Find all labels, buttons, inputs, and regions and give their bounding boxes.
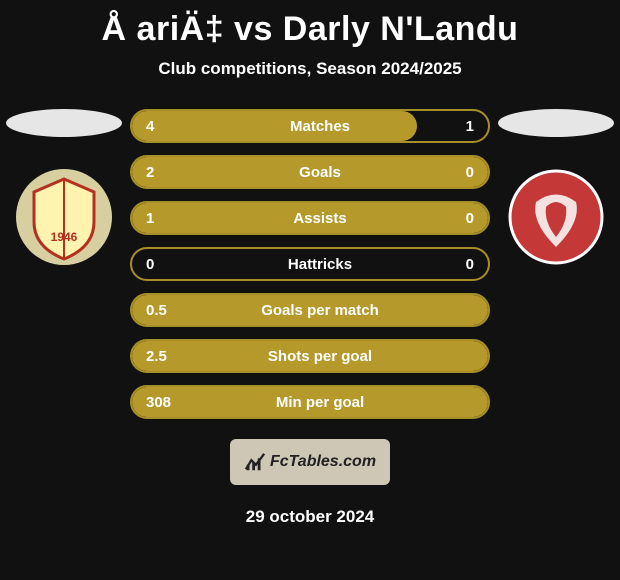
stat-rows: 4Matches12Goals01Assists00Hattricks00.5G… — [124, 109, 496, 419]
stat-right-value: 0 — [424, 164, 488, 181]
columns: 1946 4Matches12Goals01Assists00Hattricks… — [0, 109, 620, 419]
stat-label: Matches — [216, 118, 424, 135]
chart-icon — [244, 451, 266, 473]
right-column — [496, 109, 616, 267]
stat-right-value: 0 — [424, 256, 488, 273]
page-title: Å ariÄ‡ vs Darly N'Landu — [0, 10, 620, 49]
stat-left-value: 1 — [132, 210, 216, 227]
stat-row: 4Matches1 — [130, 109, 490, 143]
right-ellipse — [498, 109, 614, 137]
stat-left-value: 0.5 — [132, 302, 216, 319]
stat-label: Min per goal — [216, 394, 424, 411]
stat-left-value: 0 — [132, 256, 216, 273]
left-ellipse — [6, 109, 122, 137]
stat-label: Hattricks — [216, 256, 424, 273]
stat-left-value: 2.5 — [132, 348, 216, 365]
comparison-card: Å ariÄ‡ vs Darly N'Landu Club competitio… — [0, 10, 620, 580]
fctables-label: FcTables.com — [270, 453, 376, 471]
stat-label: Goals — [216, 164, 424, 181]
footer-date: 29 october 2024 — [0, 507, 620, 527]
stat-left-value: 4 — [132, 118, 216, 135]
stat-row: 0.5Goals per match — [130, 293, 490, 327]
stat-row: 2Goals0 — [130, 155, 490, 189]
stat-row: 0Hattricks0 — [130, 247, 490, 281]
stat-label: Shots per goal — [216, 348, 424, 365]
stat-left-value: 2 — [132, 164, 216, 181]
stat-right-value: 0 — [424, 210, 488, 227]
fctables-badge[interactable]: FcTables.com — [230, 439, 390, 485]
stat-left-value: 308 — [132, 394, 216, 411]
stat-right-value: 1 — [424, 118, 488, 135]
svg-text:1946: 1946 — [51, 230, 78, 244]
stat-label: Goals per match — [216, 302, 424, 319]
stat-row: 2.5Shots per goal — [130, 339, 490, 373]
stat-row: 1Assists0 — [130, 201, 490, 235]
radnicki-badge-icon — [506, 167, 606, 267]
left-column: 1946 — [4, 109, 124, 267]
stat-label: Assists — [216, 210, 424, 227]
page-subtitle: Club competitions, Season 2024/2025 — [0, 59, 620, 79]
napredak-badge-icon: 1946 — [14, 167, 114, 267]
stat-row: 308Min per goal — [130, 385, 490, 419]
